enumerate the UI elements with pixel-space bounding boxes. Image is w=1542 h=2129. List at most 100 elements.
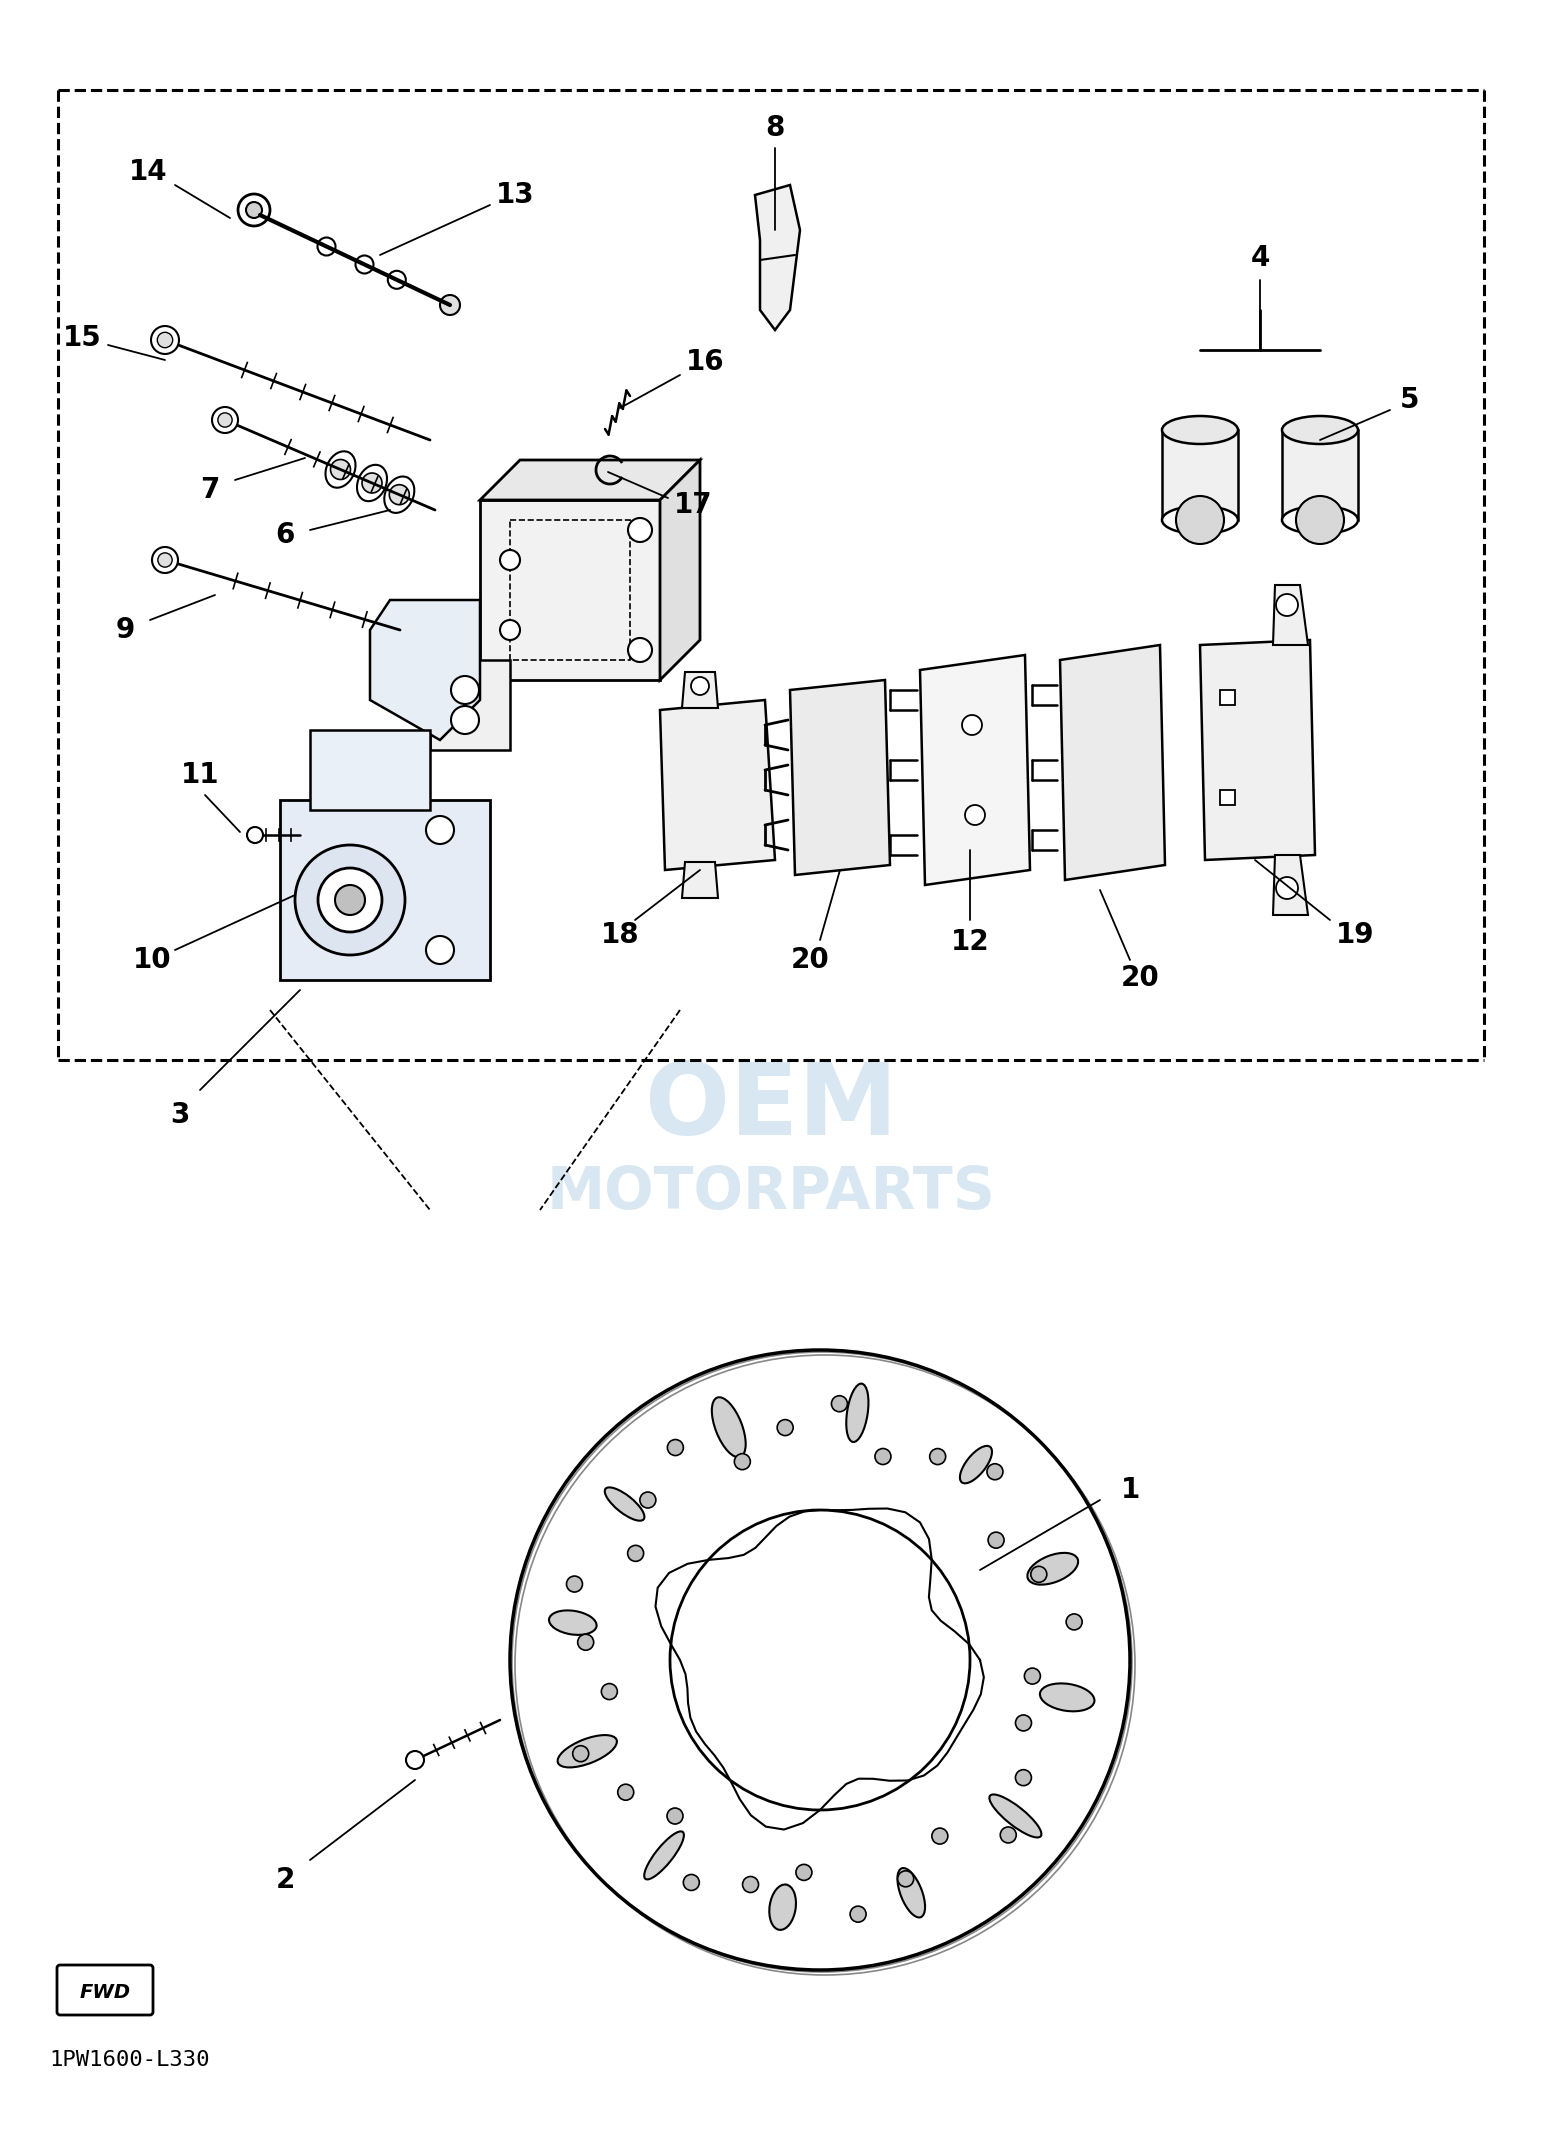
Bar — [510, 519, 631, 660]
Circle shape — [426, 937, 453, 964]
Ellipse shape — [645, 1831, 685, 1880]
Text: 15: 15 — [63, 324, 102, 351]
Circle shape — [566, 1575, 583, 1592]
Bar — [1281, 430, 1359, 519]
Circle shape — [962, 715, 982, 735]
Circle shape — [211, 407, 237, 432]
Polygon shape — [790, 679, 890, 875]
Circle shape — [691, 677, 709, 694]
Circle shape — [931, 1829, 948, 1844]
Circle shape — [601, 1684, 617, 1699]
Text: 2: 2 — [276, 1865, 295, 1895]
Text: 7: 7 — [200, 477, 219, 505]
Text: 6: 6 — [276, 522, 295, 549]
Circle shape — [874, 1448, 891, 1465]
Circle shape — [295, 845, 406, 956]
Text: 1: 1 — [1121, 1475, 1140, 1503]
Circle shape — [777, 1420, 793, 1435]
Circle shape — [743, 1876, 759, 1893]
Circle shape — [318, 869, 382, 933]
Circle shape — [153, 547, 177, 573]
Circle shape — [628, 1546, 643, 1561]
Circle shape — [1016, 1769, 1032, 1786]
Bar — [1163, 430, 1238, 519]
Circle shape — [988, 1533, 1004, 1548]
Circle shape — [1275, 594, 1298, 615]
Polygon shape — [1059, 645, 1166, 879]
Text: 16: 16 — [686, 347, 725, 377]
Ellipse shape — [712, 1397, 746, 1456]
Circle shape — [1295, 496, 1345, 545]
Text: 9: 9 — [116, 615, 134, 643]
Circle shape — [362, 473, 382, 494]
Circle shape — [157, 554, 173, 566]
Circle shape — [1177, 496, 1224, 545]
Circle shape — [640, 1492, 655, 1507]
Ellipse shape — [1281, 415, 1359, 445]
Text: 13: 13 — [495, 181, 535, 209]
Text: OEM: OEM — [645, 1058, 897, 1156]
Ellipse shape — [1163, 415, 1238, 445]
Ellipse shape — [990, 1795, 1041, 1837]
Circle shape — [387, 270, 406, 290]
Polygon shape — [281, 801, 490, 979]
Ellipse shape — [358, 464, 387, 500]
Ellipse shape — [769, 1884, 796, 1929]
Circle shape — [930, 1448, 945, 1465]
Circle shape — [389, 485, 409, 505]
Circle shape — [1275, 877, 1298, 898]
Ellipse shape — [604, 1488, 645, 1520]
Ellipse shape — [897, 1867, 925, 1918]
Polygon shape — [756, 185, 800, 330]
Polygon shape — [660, 700, 776, 871]
Circle shape — [628, 517, 652, 543]
Circle shape — [618, 1784, 634, 1801]
Circle shape — [450, 677, 480, 705]
Circle shape — [965, 805, 985, 826]
Circle shape — [356, 255, 373, 273]
Circle shape — [217, 413, 233, 428]
Circle shape — [335, 886, 365, 915]
Polygon shape — [660, 460, 700, 679]
Text: 19: 19 — [1335, 922, 1374, 950]
Circle shape — [330, 460, 350, 479]
Ellipse shape — [558, 1735, 617, 1767]
Circle shape — [1066, 1614, 1082, 1631]
Circle shape — [683, 1874, 700, 1891]
Text: 12: 12 — [951, 928, 990, 956]
Text: 20: 20 — [1121, 964, 1160, 992]
Circle shape — [151, 326, 179, 353]
Polygon shape — [1274, 585, 1308, 645]
Circle shape — [237, 194, 270, 226]
Text: 10: 10 — [133, 945, 171, 973]
Text: 1PW1600-L330: 1PW1600-L330 — [49, 2050, 210, 2069]
Circle shape — [1001, 1827, 1016, 1844]
Circle shape — [1030, 1567, 1047, 1582]
Text: 18: 18 — [601, 922, 640, 950]
Circle shape — [406, 1750, 424, 1769]
Circle shape — [796, 1865, 813, 1880]
Circle shape — [628, 639, 652, 662]
Text: 8: 8 — [765, 115, 785, 143]
Text: FWD: FWD — [80, 1982, 131, 2001]
Ellipse shape — [549, 1610, 597, 1635]
Polygon shape — [310, 730, 430, 809]
Circle shape — [500, 620, 520, 641]
Circle shape — [1024, 1669, 1041, 1684]
Polygon shape — [921, 656, 1030, 886]
FancyBboxPatch shape — [57, 1965, 153, 2014]
Ellipse shape — [961, 1446, 992, 1484]
Polygon shape — [430, 660, 510, 749]
Ellipse shape — [384, 477, 415, 513]
Circle shape — [668, 1808, 683, 1825]
Text: 20: 20 — [791, 945, 830, 973]
Circle shape — [1016, 1716, 1032, 1731]
Circle shape — [439, 296, 460, 315]
Ellipse shape — [1027, 1552, 1078, 1584]
Circle shape — [831, 1397, 848, 1412]
Ellipse shape — [1039, 1684, 1095, 1712]
Circle shape — [668, 1439, 683, 1456]
Circle shape — [572, 1746, 589, 1761]
Polygon shape — [480, 500, 660, 679]
Polygon shape — [682, 862, 719, 898]
